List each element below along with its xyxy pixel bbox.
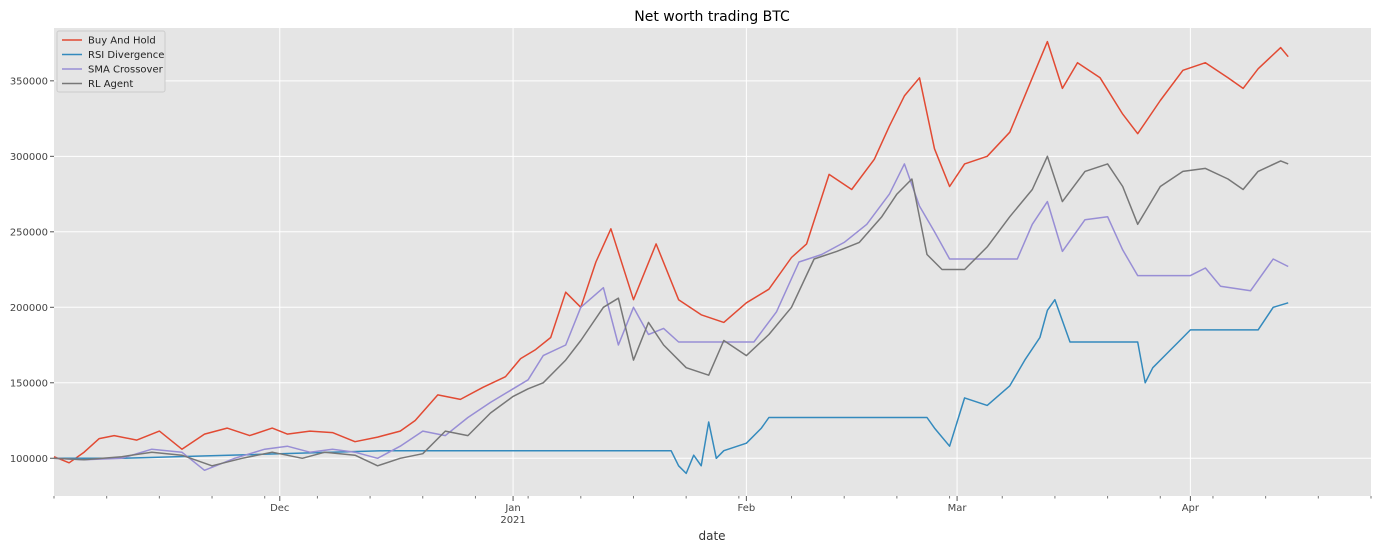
series-buy-and-hold-line bbox=[53, 40, 1289, 464]
y-tick-label: 350000 bbox=[10, 76, 48, 87]
series-rsi-divergence-line bbox=[54, 298, 1289, 475]
y-tick-label: 200000 bbox=[10, 303, 48, 314]
x-tick-label: Jan bbox=[504, 503, 520, 514]
legend-frame bbox=[56, 30, 166, 93]
grid-lines bbox=[54, 28, 1371, 496]
plot-area bbox=[54, 28, 1371, 496]
series-rl-agent-line bbox=[53, 155, 1289, 467]
y-tick-label: 300000 bbox=[10, 152, 48, 163]
legend: Buy And Hold RSI Divergence SMA Crossover R… bbox=[56, 30, 166, 93]
y-tick-label: 100000 bbox=[10, 454, 48, 465]
legend-label: SMA Crossover bbox=[88, 65, 164, 76]
legend-label: RL Agent bbox=[88, 79, 133, 90]
y-tick-label: 150000 bbox=[10, 378, 48, 389]
x-axis-label: date bbox=[698, 529, 725, 543]
x-tick-label: Dec bbox=[270, 503, 289, 514]
x-tick-label: Apr bbox=[1182, 503, 1200, 514]
y-axis: 100000 150000 200000 250000 300000 350000 bbox=[10, 76, 54, 465]
x-tick-label: Mar bbox=[948, 503, 968, 514]
legend-label: RSI Divergence bbox=[88, 50, 164, 61]
legend-label: Buy And Hold bbox=[88, 36, 156, 47]
series-layer bbox=[53, 40, 1289, 475]
chart-title: Net worth trading BTC bbox=[634, 9, 790, 25]
x-tick-sublabel: 2021 bbox=[500, 515, 525, 526]
series-sma-crossover-line bbox=[53, 163, 1289, 472]
y-tick-label: 250000 bbox=[10, 227, 48, 238]
x-tick-label: Feb bbox=[738, 503, 756, 514]
